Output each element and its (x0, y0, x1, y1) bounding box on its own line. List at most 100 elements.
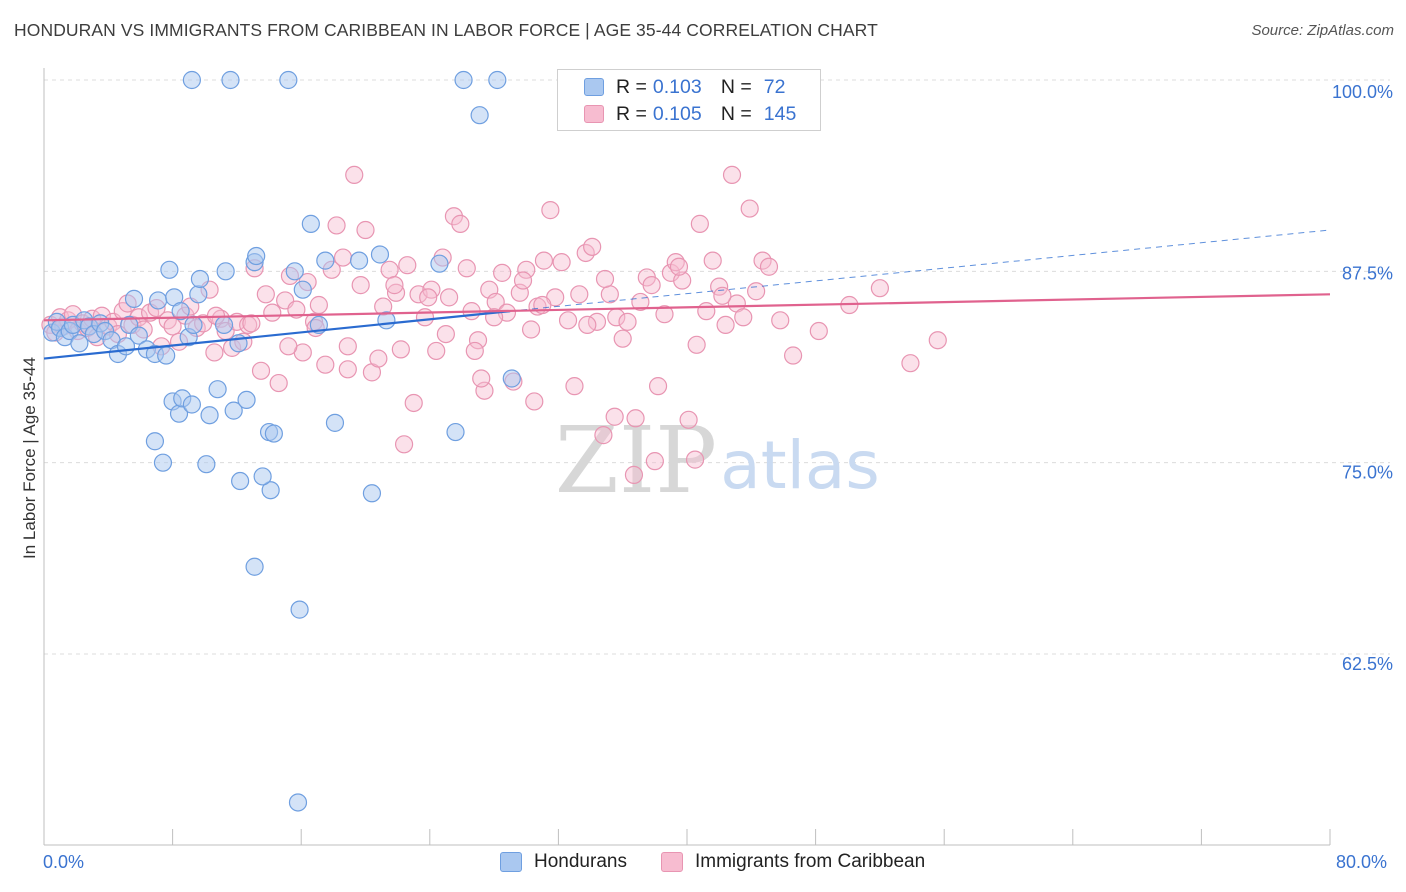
x-axis-max-label: 80.0% (1336, 852, 1388, 872)
caribbean-point (327, 216, 346, 235)
hondurans-point (182, 70, 201, 90)
caribbean-point (870, 279, 890, 298)
y-tick-labels: 100.0% 87.5% 75.0% 62.5% (1332, 82, 1393, 674)
caribbean-point (552, 253, 571, 272)
caribbean-point (269, 373, 288, 393)
caribbean-point (309, 295, 328, 315)
hondurans-point (370, 245, 390, 264)
legend-item-hondurans[interactable]: Hondurans (500, 851, 627, 873)
n-label: N = (720, 75, 752, 98)
caribbean-point (747, 282, 766, 301)
hondurans-point (145, 432, 165, 451)
watermark: ZIP atlas (555, 407, 880, 514)
caribbean-point (251, 361, 271, 380)
legend-swatch-hondurans (500, 852, 522, 872)
hondurans-point (288, 793, 308, 812)
caribbean-point (618, 312, 637, 331)
caribbean-point (722, 165, 742, 185)
caribbean-point (594, 426, 613, 445)
caribbean-point (578, 315, 597, 335)
legend-label-hondurans: Hondurans (534, 851, 627, 872)
hondurans-point (430, 254, 449, 273)
caribbean-point (517, 260, 536, 279)
hondurans-point (502, 369, 521, 388)
caribbean-point (345, 165, 364, 185)
caribbean-point (928, 331, 947, 350)
caribbean-point (439, 288, 459, 307)
hondurans-point (221, 70, 240, 90)
hondurans-point (290, 600, 309, 619)
caribbean-swatch (584, 105, 604, 123)
caribbean-point (565, 377, 584, 396)
caribbean-point (521, 320, 541, 339)
caribbean-point (380, 260, 399, 279)
r-label: R = (616, 75, 647, 98)
y-tick-label: 62.5% (1342, 654, 1393, 674)
caribbean-point (679, 410, 698, 429)
hondurans-trend-line (43, 310, 511, 360)
caribbean-point (356, 220, 375, 240)
r-value: 0.103 (652, 75, 702, 98)
hondurans-point (325, 413, 345, 432)
caribbean-point (386, 283, 406, 302)
stats-row-caribbean: R = 0.105 N = 145 (584, 101, 796, 127)
caribbean-point (655, 305, 674, 324)
hondurans-point (264, 424, 283, 443)
caribbean-point (263, 303, 282, 322)
caribbean-point (279, 337, 298, 356)
hondurans-point (362, 484, 382, 503)
hondurans-point (190, 269, 210, 289)
legend-swatch-caribbean (661, 852, 683, 872)
hondurans-trend-extension (510, 229, 1331, 312)
caribbean-point (645, 452, 664, 471)
y-axis-label: In Labor Force | Age 35-44 (20, 357, 39, 559)
caribbean-point (333, 248, 353, 267)
hondurans-point (129, 326, 148, 345)
hondurans-point (285, 262, 304, 281)
caribbean-point (783, 346, 803, 365)
legend-item-caribbean[interactable]: Immigrants from Caribbean (661, 851, 925, 873)
legend-label-caribbean: Immigrants from Caribbean (695, 851, 926, 872)
stats-row-hondurans: R = 0.103 N = 72 (584, 74, 785, 100)
caribbean-point (338, 360, 357, 379)
hondurans-point (157, 346, 176, 365)
caribbean-point (669, 257, 689, 276)
caribbean-point (734, 308, 753, 327)
hondurans-point (231, 471, 250, 491)
hondurans-point (261, 481, 280, 500)
caribbean-point (394, 435, 414, 454)
caribbean-point (534, 251, 554, 270)
n-value: 145 (763, 102, 797, 125)
n-label: N = (720, 102, 752, 125)
hondurans-point (214, 315, 234, 335)
hondurans-point (208, 380, 227, 399)
caribbean-point (771, 311, 790, 330)
caribbean-point (687, 335, 706, 354)
hondurans-point (247, 246, 266, 266)
n-value: 72 (763, 75, 786, 98)
caribbean-point (465, 341, 484, 361)
hondurans-point (149, 291, 168, 310)
caribbean-point (716, 315, 735, 335)
caribbean-point (457, 259, 476, 278)
caribbean-point (158, 311, 177, 330)
caribbean-point (624, 465, 644, 485)
caribbean-point (605, 407, 624, 426)
caribbean-point (685, 450, 705, 469)
caribbean-point (419, 288, 438, 307)
chart-source: Source: ZipAtlas.com (1251, 22, 1394, 39)
caribbean-point (351, 276, 370, 295)
caribbean-point (404, 393, 423, 413)
caribbean-point (391, 340, 410, 359)
caribbean-point (398, 256, 417, 275)
hondurans-point (124, 289, 144, 308)
chart-title: HONDURAN VS IMMIGRANTS FROM CARIBBEAN IN… (14, 20, 878, 40)
hondurans-point (488, 70, 507, 90)
caribbean-point (759, 257, 779, 276)
hondurans-point (245, 557, 264, 576)
caribbean-point (600, 285, 619, 304)
caribbean-point (415, 308, 435, 327)
hondurans-point (446, 422, 465, 442)
caribbean-point (626, 409, 645, 428)
caribbean-point (338, 337, 357, 356)
